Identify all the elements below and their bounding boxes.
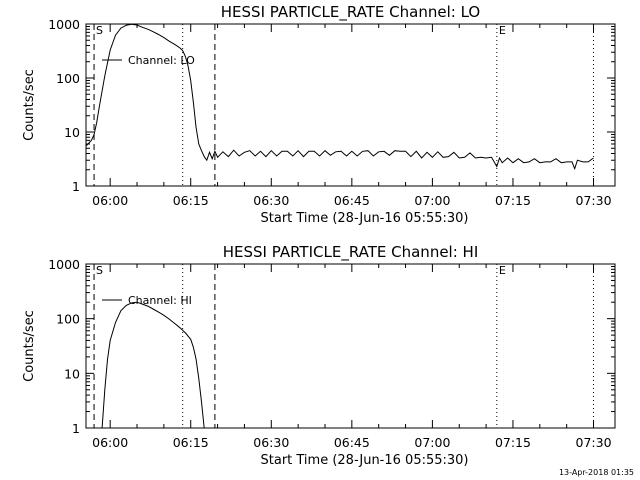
chart-panel-hi: HESSI PARTICLE_RATE Channel: HI Counts/se…	[22, 243, 616, 468]
x-tick-label: 06:45	[334, 193, 370, 208]
time-marker-label: E	[499, 24, 506, 37]
time-marker-label: E	[499, 264, 506, 277]
y-axis-label: Counts/sec	[22, 310, 37, 382]
x-axis-label: Start Time (28-Jun-16 05:55:30)	[261, 211, 469, 226]
legend-label: Channel: HI	[128, 294, 192, 307]
y-tick-label: 100	[56, 71, 80, 86]
x-tick-label: 07:30	[576, 435, 612, 450]
y-tick-label: 10	[64, 125, 80, 140]
legend-label: Channel: LO	[128, 54, 195, 67]
x-tick-label: 06:00	[92, 435, 128, 450]
y-axis-label: Counts/sec	[22, 69, 37, 141]
time-marker-label: S	[96, 24, 103, 37]
y-tick-label: 1	[72, 421, 80, 436]
x-tick-label: 07:00	[414, 193, 450, 208]
footer-timestamp: 13-Apr-2018 01:35	[558, 468, 634, 477]
x-tick-label: 06:45	[334, 435, 370, 450]
y-tick-label: 1000	[48, 17, 80, 32]
y-tick-label: 10	[64, 366, 80, 381]
chart-title: HESSI PARTICLE_RATE Channel: HI	[223, 243, 479, 262]
y-tick-label: 1000	[48, 257, 80, 272]
x-tick-label: 07:15	[495, 193, 531, 208]
x-tick-label: 06:15	[173, 435, 209, 450]
plot-frame	[85, 23, 616, 187]
chart-panel-lo: HESSI PARTICLE_RATE Channel: LO Counts/se…	[22, 3, 616, 226]
chart-title: HESSI PARTICLE_RATE Channel: LO	[221, 3, 480, 22]
x-axis-label: Start Time (28-Jun-16 05:55:30)	[261, 453, 469, 468]
x-tick-label: 07:15	[495, 435, 531, 450]
x-tick-label: 06:30	[253, 193, 289, 208]
series-line	[86, 24, 594, 171]
plot-frame	[85, 263, 616, 429]
time-marker-label: S	[96, 264, 103, 277]
x-tick-label: 06:15	[173, 193, 209, 208]
x-tick-label: 06:00	[92, 193, 128, 208]
series-line	[101, 301, 205, 428]
y-tick-label: 100	[56, 312, 80, 327]
x-tick-label: 06:30	[253, 435, 289, 450]
x-tick-label: 07:30	[576, 193, 612, 208]
x-tick-label: 07:00	[414, 435, 450, 450]
y-tick-label: 1	[72, 179, 80, 194]
